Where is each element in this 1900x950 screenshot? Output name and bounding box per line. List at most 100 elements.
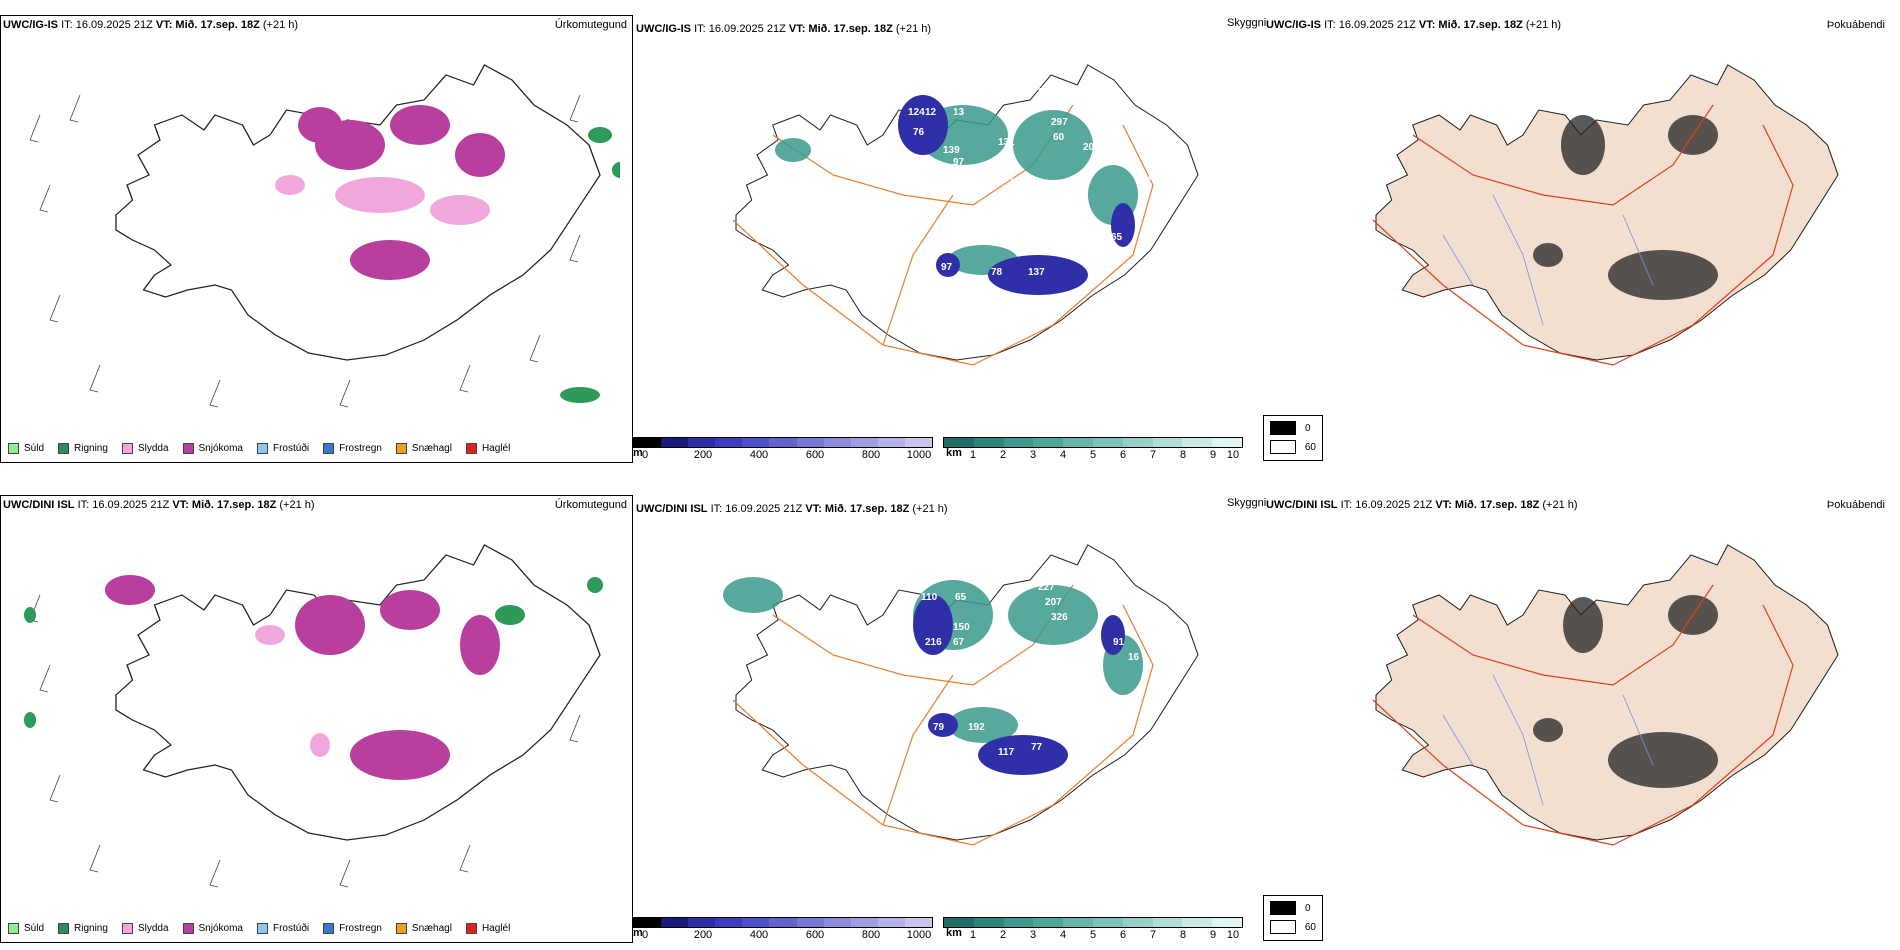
fog-title-bottom: Þokuábendi <box>1826 499 1885 511</box>
precip-map-top <box>0 15 633 463</box>
legend-swatch <box>465 923 477 934</box>
fog-title-top: Þokuábendi <box>1826 19 1885 31</box>
road-network <box>1372 584 1794 846</box>
fog-legend-row: 0 <box>1270 421 1316 435</box>
fog-legend-row: 0 <box>1270 901 1316 915</box>
ceiling-label: 98 <box>998 592 1010 603</box>
ceiling-label: 137 <box>1028 267 1045 278</box>
model-name: UWC/IG-IS <box>636 23 691 35</box>
visibility-colorbar-top: 1 2 3 4 5 6 7 8 9 10 <box>943 437 1243 463</box>
legend-item: Slydda <box>121 923 169 934</box>
legend-swatch <box>323 443 335 454</box>
legend-item: Rigning <box>58 443 108 454</box>
init-time: IT: 16.09.2025 21Z <box>61 19 153 31</box>
legend-swatch <box>395 443 407 454</box>
ceiling-label: 65 <box>955 592 967 603</box>
ceiling-label: 150 <box>953 622 970 633</box>
ceiling-label: 117 <box>998 747 1015 758</box>
legend-swatch <box>58 443 70 454</box>
legend-swatch <box>256 923 268 934</box>
ceiling-tick: 400 <box>749 449 769 461</box>
legend-swatch <box>58 923 70 934</box>
ceiling-label: 239 <box>1038 87 1055 98</box>
fog-swatch <box>1270 920 1296 934</box>
visibility-panel-top: UWC/IG-IS IT: 16.09.2025 21Z VT: Mið. 17… <box>633 15 1266 463</box>
ceiling-label: 94 <box>958 232 970 243</box>
ceiling-label: 124 <box>908 107 925 118</box>
fog-panel-top: UWC/IG-IS IT: 16.09.2025 21Z VT: Mið. 17… <box>1263 15 1900 463</box>
ceiling-label: 14 <box>1088 732 1100 743</box>
model-name: UWC/DINI ISL <box>1266 499 1338 511</box>
ceiling-label: 36 <box>1008 687 1020 698</box>
ceiling-tick: 0 <box>641 929 649 941</box>
ceiling-label: 297 <box>1051 117 1068 128</box>
fog-legend-row: 60 <box>1270 920 1316 934</box>
sleet-areas <box>255 625 330 757</box>
legend-item: Rigning <box>58 923 108 934</box>
snow-areas <box>105 575 500 780</box>
ceiling-label: 192 <box>968 722 985 733</box>
visibility-unit-bottom: km <box>946 927 962 939</box>
ceiling-label: 227 <box>1038 582 1055 593</box>
fog-panel-bottom: UWC/DINI ISL IT: 16.09.2025 21Z VT: Mið.… <box>1263 495 1900 943</box>
ceiling-unit-bottom: m <box>633 927 643 939</box>
fog-map-graphic-bottom <box>1372 544 1839 846</box>
ceiling-tick: 0 <box>641 449 649 461</box>
ceiling-tick: 1000 <box>906 449 932 461</box>
ceiling-tick: 200 <box>693 449 713 461</box>
fog-header-bottom: UWC/DINI ISL IT: 16.09.2025 21Z VT: Mið.… <box>1266 499 1578 511</box>
ceiling-label: 97 <box>1121 152 1133 163</box>
vis-tick: 6 <box>1119 449 1127 461</box>
ceiling-tick: 800 <box>861 449 881 461</box>
ceiling-areas <box>898 95 1135 295</box>
vis-tick: 6 <box>1119 929 1127 941</box>
ceiling-label: 91 <box>1113 637 1125 648</box>
fog-header-top: UWC/IG-IS IT: 16.09.2025 21Z VT: Mið. 17… <box>1266 19 1561 31</box>
visibility-ticks: 1 2 3 4 5 6 7 8 9 10 <box>943 928 1243 942</box>
vis-tick: 8 <box>1179 449 1187 461</box>
legend-swatch <box>8 923 19 934</box>
legend-swatch <box>465 443 477 454</box>
ceiling-tick: 600 <box>805 449 825 461</box>
valid-time: Mið. 17.sep. 18Z <box>175 19 260 31</box>
lead-time: (+21 h) <box>1525 19 1562 31</box>
ceiling-colorbar-cells <box>633 437 933 448</box>
ceiling-label: 97 <box>953 157 965 168</box>
ceiling-label: 33 <box>1013 112 1025 123</box>
vis-tick: 1 <box>969 449 977 461</box>
visibility-title-bottom: Skyggni <box>1227 497 1267 509</box>
legend-swatch <box>121 443 133 454</box>
fog-map-graphic-top <box>1372 64 1839 366</box>
legend-swatch <box>182 443 194 454</box>
init-time: IT: 16.09.2025 21Z <box>77 499 170 511</box>
ceiling-colorbar-cells <box>633 917 933 928</box>
ceiling-label: 12 <box>925 107 937 118</box>
fog-swatch <box>1270 901 1296 915</box>
valid-time-label: VT: <box>155 19 173 31</box>
valid-time-label: VT: <box>172 499 189 511</box>
ceiling-label: 60 <box>1053 132 1065 143</box>
legend-item: Frostregn <box>323 443 382 454</box>
ceiling-label: 200 <box>1083 142 1100 153</box>
ceiling-tick: 200 <box>693 929 713 941</box>
visibility-ticks: 1 2 3 4 5 6 7 8 9 10 <box>943 448 1243 462</box>
fog-shading <box>1533 595 1718 788</box>
ceiling-label: 79 <box>933 722 945 733</box>
legend-item: Haglél <box>465 923 510 934</box>
valid-time-label: VT: <box>788 23 806 35</box>
legend-item: Frostúði <box>256 443 309 454</box>
lead-time: (+21 h) <box>912 503 948 515</box>
ceiling-label: 207 <box>1045 597 1062 608</box>
valid-time-label: VT: <box>1435 499 1452 511</box>
lead-time: (+21 h) <box>262 19 299 31</box>
valid-time: Mið. 17.sep. 18Z <box>824 503 910 515</box>
vis-tick: 9 <box>1209 449 1217 461</box>
ceiling-tick: 800 <box>861 929 881 941</box>
legend-item: Snæhagl <box>395 923 452 934</box>
rain-areas <box>24 577 603 728</box>
legend-item: Snæhagl <box>395 443 452 454</box>
ceiling-ticks: 0 200 400 600 800 1000 <box>633 928 933 942</box>
precip-header-top: UWC/IG-IS IT: 16.09.2025 21Z VT: Mið. 17… <box>3 19 298 31</box>
ceiling-label: 67 <box>953 637 965 648</box>
valid-time: Mið. 17.sep. 18Z <box>1454 499 1540 511</box>
